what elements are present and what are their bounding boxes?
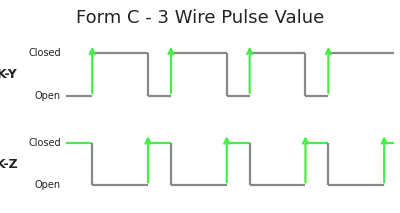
Text: Open: Open: [35, 180, 61, 190]
Text: Open: Open: [35, 91, 61, 101]
Text: K-Y: K-Y: [0, 68, 17, 81]
Text: K-Z: K-Z: [0, 157, 18, 171]
Text: Form C - 3 Wire Pulse Value: Form C - 3 Wire Pulse Value: [76, 9, 324, 27]
Text: Closed: Closed: [28, 48, 61, 58]
Text: Closed: Closed: [28, 138, 61, 148]
